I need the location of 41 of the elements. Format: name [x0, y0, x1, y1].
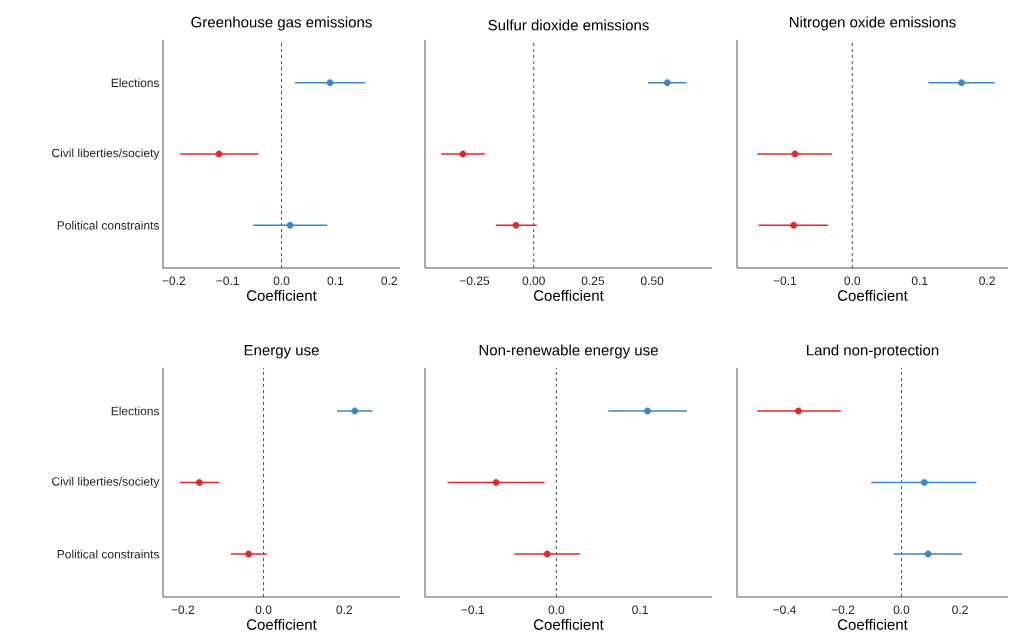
x-tick-label: 0.0	[548, 605, 565, 615]
x-tick-label: 0.1	[632, 605, 648, 615]
y-tick-label: Elections	[111, 78, 160, 88]
y-tick-label: Political constraints	[57, 549, 160, 559]
chart-title: Non-renewable energy use	[479, 344, 658, 359]
x-tick-label: 0.00	[522, 276, 545, 286]
y-tick-label: Elections	[111, 406, 160, 416]
x-tick-label: −0.2	[171, 605, 195, 615]
y-tick-label: Civil liberties/society	[52, 148, 160, 160]
x-tick-label: 0.0	[273, 276, 290, 286]
x-tick-label: 0.1	[911, 276, 928, 286]
chart-title: Sulfur dioxide emissions	[488, 19, 649, 31]
x-tick-label: 0.2	[336, 605, 353, 615]
x-tick-label: 0.2	[381, 276, 397, 286]
x-axis-title: Coefficient	[246, 618, 317, 630]
x-tick-label: 0.1	[327, 276, 344, 286]
x-tick-label: 0.2	[979, 276, 995, 286]
x-tick-label: −0.1	[216, 276, 239, 286]
x-tick-label: −0.25	[459, 276, 490, 286]
chart-title: Land non-protection	[807, 344, 939, 359]
x-axis-title: Coefficient	[837, 618, 908, 630]
x-axis-title: Coefficient	[837, 289, 908, 301]
y-tick-label: Civil liberties/society	[52, 476, 160, 489]
x-tick-label: −0.4	[773, 605, 796, 615]
x-tick-label: −0.2	[831, 605, 855, 615]
x-axis-title: Coefficient	[533, 289, 604, 301]
x-tick-label: 0.2	[952, 605, 968, 615]
x-tick-label: 0.25	[581, 276, 605, 286]
y-tick-label: Political constraints	[57, 220, 160, 230]
x-axis-title: Coefficient	[533, 618, 604, 630]
x-tick-label: −0.1	[461, 605, 484, 615]
chart-title: Nitrogen oxide emissions	[789, 16, 956, 31]
x-tick-label: 0.0	[844, 276, 861, 286]
chart-title: Greenhouse gas emissions	[191, 16, 372, 31]
x-axis-title: Coefficient	[246, 289, 317, 301]
x-tick-label: 0.0	[255, 605, 272, 615]
chart-title: Energy use	[244, 345, 319, 359]
x-tick-label: −0.1	[773, 276, 797, 286]
x-tick-label: 0.50	[640, 276, 664, 286]
x-tick-label: −0.2	[162, 276, 186, 286]
x-tick-label: 0.0	[893, 605, 910, 615]
